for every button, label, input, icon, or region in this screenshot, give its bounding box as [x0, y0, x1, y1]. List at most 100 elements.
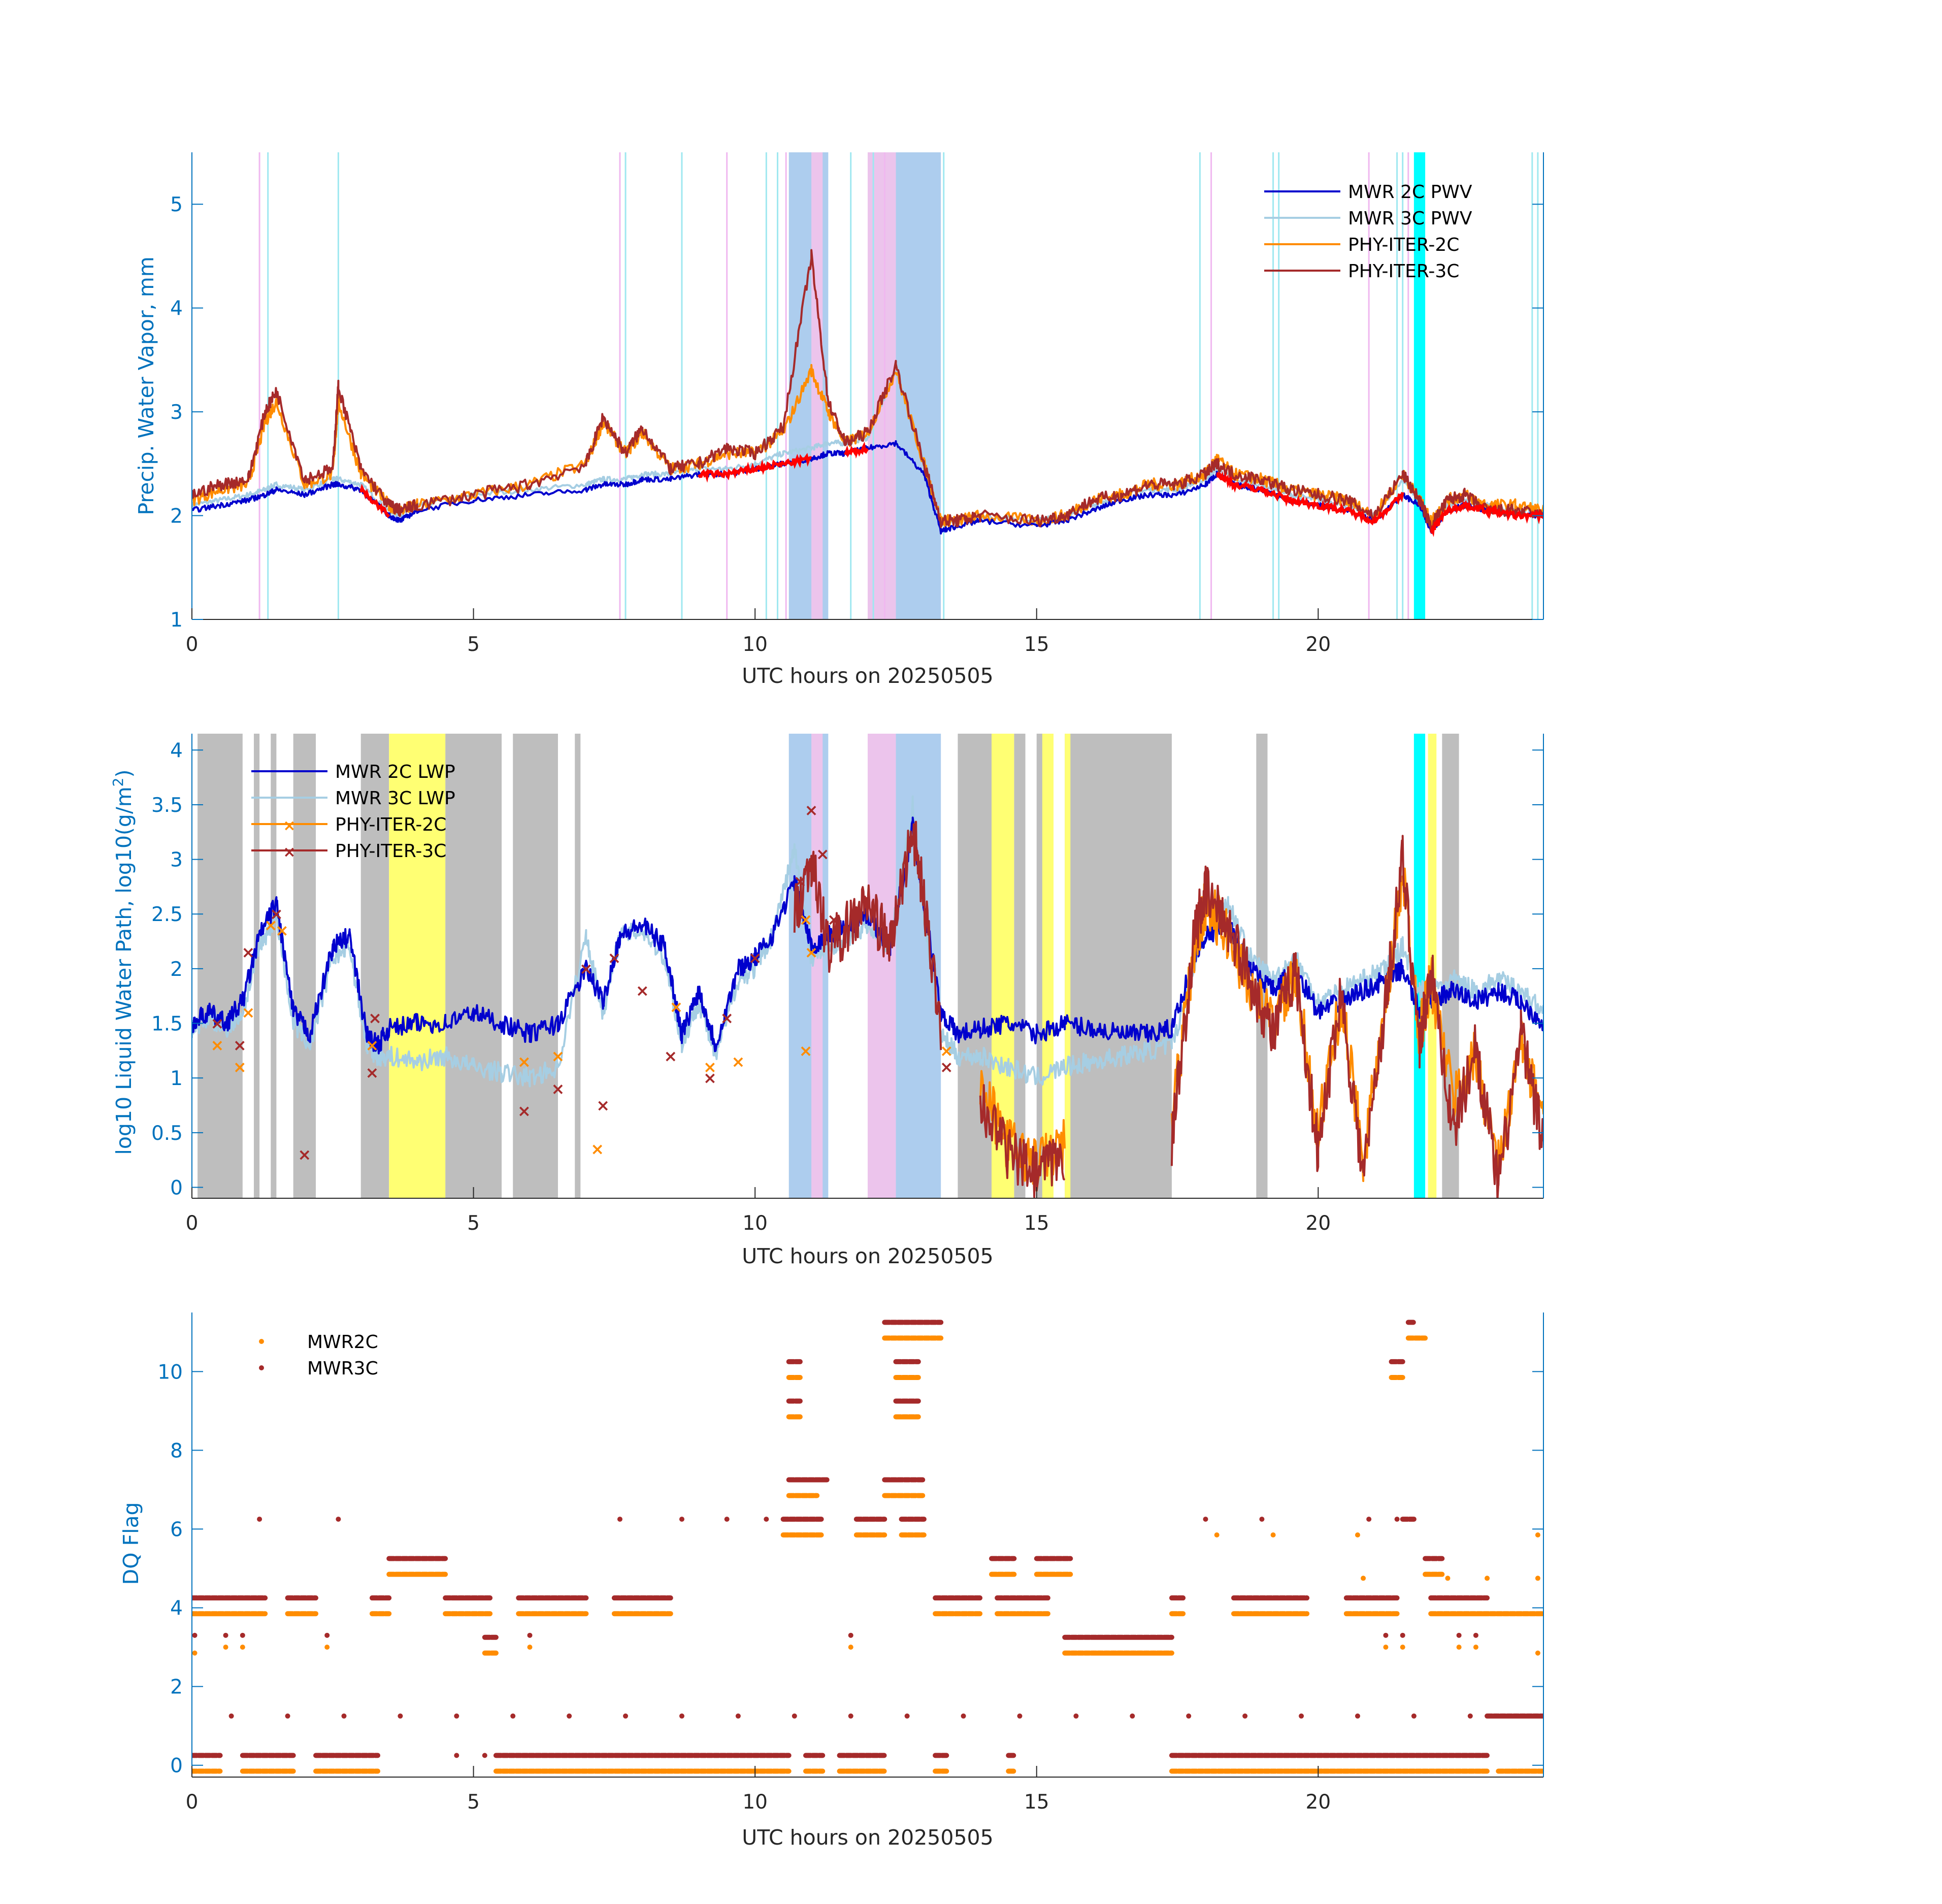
dq-point-mwr3c [1259, 1517, 1265, 1522]
y-tick-label: 8 [170, 1439, 183, 1462]
dq-point-mwr3c [510, 1713, 516, 1719]
shade-band-shade_gray [293, 734, 316, 1198]
phy2c-marker: × [275, 921, 289, 940]
phy2c-marker: × [366, 1036, 379, 1055]
lwp-legend-item-phy3c: PHY-ITER-3C × [251, 841, 446, 862]
dq-point-mwr3c [192, 1632, 198, 1638]
y-tick-label: 1 [170, 1067, 183, 1090]
phy3c-marker: × [816, 844, 830, 864]
dq-point-mwr3c [679, 1517, 684, 1522]
svg-text:PHY-ITER-2C: PHY-ITER-2C [1348, 235, 1459, 255]
x-tick-label: 10 [742, 633, 768, 656]
phy3c-marker: × [211, 1014, 224, 1033]
svg-text:×: × [283, 843, 295, 861]
pwv-legend: MWR 2C PWV MWR 3C PWV PHY-ITER-2C PHY-IT… [1264, 182, 1472, 282]
phy2c-marker: × [703, 1058, 717, 1077]
lwp-shading [198, 734, 1459, 1198]
shade-band-shade_gray [445, 734, 502, 1198]
dq-point-mwr3c [1456, 1632, 1462, 1638]
pwv-legend-item-phy3c: PHY-ITER-3C [1264, 261, 1459, 282]
dq-point-mwr3c [454, 1753, 459, 1758]
lwp-legend-item-phy2c: PHY-ITER-2C × [251, 814, 446, 835]
phy3c-marker: × [366, 1063, 379, 1082]
dq-ylabel: DQ Flag [119, 1502, 143, 1585]
dq-point-mwr3c [848, 1632, 853, 1638]
y-tick-label: 4 [170, 298, 183, 320]
svg-text:MWR 2C PWV: MWR 2C PWV [1348, 182, 1472, 203]
y-tick-label: 2 [170, 505, 183, 528]
y-tick-label: 2 [170, 958, 183, 981]
phy3c-marker: × [636, 981, 649, 1000]
lwp-legend: MWR 2C LWP MWR 3C LWP PHY-ITER-2C × PHY-… [251, 762, 455, 862]
dq-point-mwr3c [336, 1517, 341, 1522]
dq-point-mwr3c [1073, 1713, 1079, 1719]
dq-point-mwr3c [240, 1632, 245, 1638]
flagged-segment [1345, 491, 1404, 526]
dq-point-mwr2c [1361, 1575, 1366, 1581]
dq-point-mwr3c [257, 1517, 262, 1522]
phy2c-marker: × [805, 943, 818, 962]
shade-band-shade_gray [360, 734, 389, 1198]
dq-point-mwr2c [1355, 1532, 1360, 1538]
x-tick-label: 0 [186, 1212, 199, 1235]
dq-point-mwr3c [1400, 1632, 1405, 1638]
phy3c-marker: × [551, 1079, 565, 1099]
phy3c-marker: × [517, 1101, 531, 1121]
y-tick-label: 4 [170, 1597, 183, 1620]
phy2c-marker: × [211, 1036, 224, 1055]
dq-point-mwr3c [1366, 1517, 1372, 1522]
svg-text:×: × [283, 817, 295, 835]
dq-point-mwr2c [1445, 1575, 1451, 1581]
svg-text:MWR 3C PWV: MWR 3C PWV [1348, 208, 1472, 229]
flagged-segment [782, 453, 812, 469]
phy3c-marker: × [233, 1036, 247, 1055]
y-tick-label: 3.5 [151, 794, 183, 817]
phy3c-marker: × [607, 948, 621, 967]
dq-point-mwr3c [398, 1713, 403, 1719]
y-tick-label: 5 [170, 193, 183, 216]
dq-point-mwr3c [527, 1632, 533, 1638]
shade-band-shade_pink [811, 734, 823, 1198]
x-tick-label: 5 [467, 633, 480, 656]
phy2c-marker: × [799, 1041, 813, 1060]
flagged-segment [1216, 471, 1347, 516]
dq-point-mwr2c [223, 1645, 228, 1650]
lwp-axes: 0 5 10 15 20 0 0.5 1 1.5 2 2.5 3 3.5 4 [151, 734, 1544, 1235]
dq-point-mwr3c [679, 1713, 684, 1719]
svg-text:MWR 2C LWP: MWR 2C LWP [335, 762, 455, 782]
y-tick-label: 2.5 [151, 903, 183, 926]
dq-xlabel: UTC hours on 20250505 [742, 1825, 993, 1850]
x-tick-label: 10 [742, 1791, 768, 1814]
phy2c-marker: × [799, 910, 813, 929]
dq-point-mwr3c [228, 1713, 234, 1719]
dq-point-mwr3c [848, 1713, 853, 1719]
shade-band-shade_blue [896, 152, 941, 619]
dq-point-mwr3c [724, 1517, 730, 1522]
lwp-plot-area: ××××××× ×××× ××××××××××××××××××××××××××× [192, 795, 1543, 1198]
dq-point-mwr3c [1242, 1713, 1248, 1719]
y-tick-label: 3 [170, 401, 183, 424]
phy3c-marker: × [940, 1058, 953, 1077]
x-tick-label: 5 [467, 1791, 480, 1814]
phy2c-marker: × [264, 915, 278, 935]
dq-point-mwr3c [1383, 1632, 1389, 1638]
dq-point-mwr3c [1467, 1713, 1473, 1719]
y-tick-label: 10 [157, 1361, 183, 1384]
y-tick-label: 2 [170, 1676, 183, 1699]
dq-legend-item-mwr3c: MWR3C [259, 1358, 378, 1379]
dq-point-mwr3c [217, 1753, 223, 1758]
shade-band-shade_gray [1014, 734, 1026, 1198]
shade-band-shade_gray [513, 734, 558, 1198]
pwv-plot-area [192, 249, 1543, 537]
y-tick-label: 1 [170, 609, 183, 632]
phy3c-marker: × [805, 801, 818, 820]
shade-band-shade_cyan [1413, 734, 1426, 1198]
shade-band-shade_yellow [1065, 734, 1071, 1198]
dq-point-mwr2c [1383, 1645, 1389, 1650]
pwv-xlabel: UTC hours on 20250505 [742, 664, 993, 688]
pwv-panel: 0 5 10 15 20 1 2 3 4 5 UTC hours on 20250505 Prec… [134, 152, 1544, 688]
lwp-ylabel: log10 Liquid Water Path, log10(g/m2) [110, 769, 137, 1155]
dq-point-mwr3c [1299, 1713, 1304, 1719]
phy3c-marker: × [748, 948, 762, 967]
dq-point-mwr3c [454, 1713, 459, 1719]
